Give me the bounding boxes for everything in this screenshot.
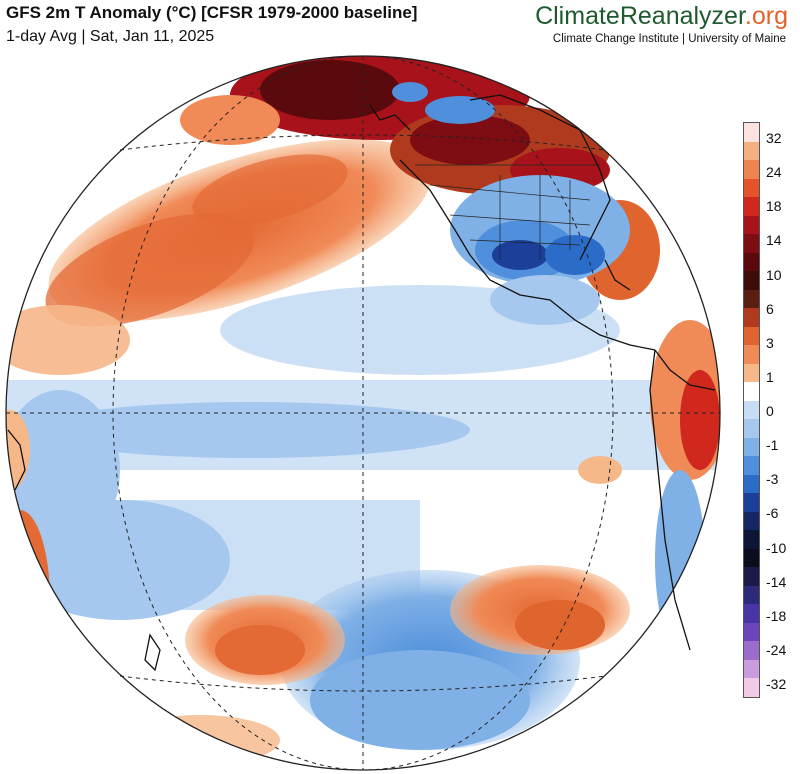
legend-swatch [744, 308, 759, 328]
legend-swatch [744, 252, 759, 272]
brand-name-climate: Climate [535, 2, 620, 30]
legend-swatch [744, 345, 759, 365]
legend-tick-label: 3 [766, 334, 774, 351]
legend-swatch [744, 474, 759, 494]
legend-tick-label: 24 [766, 164, 782, 181]
legend-swatch [744, 659, 759, 679]
temperature-anomaly-globe [5, 55, 721, 771]
legend-swatch [744, 678, 759, 697]
brand-name-org: .org [744, 2, 788, 30]
map-title: GFS 2m T Anomaly (°C) [CFSR 1979-2000 ba… [6, 3, 418, 22]
legend-swatch [744, 160, 759, 180]
legend-swatch [744, 567, 759, 587]
country-borders [415, 164, 600, 260]
legend-swatch [744, 456, 759, 476]
coastlines [7, 94, 716, 672]
legend-swatch [744, 289, 759, 309]
legend-swatch [744, 234, 759, 254]
legend-swatch [744, 178, 759, 198]
legend-swatch [744, 271, 759, 291]
legend-swatch [744, 622, 759, 642]
legend-swatch [744, 215, 759, 235]
legend-swatch [744, 585, 759, 605]
legend-swatch [744, 641, 759, 661]
legend-swatch [744, 437, 759, 457]
legend-swatch [744, 400, 759, 420]
legend-tick-label: 32 [766, 130, 782, 146]
brand-name-reanalyzer: Reanalyzer [619, 2, 745, 30]
legend-swatch [744, 363, 759, 383]
globe-fill [6, 56, 720, 770]
legend-swatch [744, 604, 759, 624]
graticule [6, 56, 720, 770]
legend-tick-label: -6 [766, 505, 779, 522]
legend-swatch [744, 493, 759, 513]
legend-swatch [744, 548, 759, 568]
legend-tick-label: -14 [766, 573, 787, 590]
globe-outline [5, 55, 721, 771]
legend-tick-label: 6 [766, 300, 774, 317]
legend-swatch [744, 419, 759, 439]
legend-swatch [744, 530, 759, 550]
legend-swatch [744, 141, 759, 161]
legend-tick-label: 10 [766, 266, 782, 283]
color-legend [743, 122, 760, 698]
brand-block[interactable]: ClimateReanalyzer.org Climate Change Ins… [535, 2, 788, 45]
legend-tick-label: 0 [766, 403, 774, 419]
legend-tick-label: -24 [766, 641, 787, 658]
legend-swatch [744, 511, 759, 531]
brand-logo[interactable]: ClimateReanalyzer.org [535, 2, 788, 30]
legend-swatch [744, 197, 759, 217]
legend-tick-label: 18 [766, 198, 782, 215]
legend-tick-label: 1 [766, 368, 774, 385]
brand-institution: Climate Change Institute | University of… [552, 33, 786, 45]
legend-tick-label: -32 [766, 676, 787, 692]
legend-tick-label: -3 [766, 471, 779, 488]
legend-swatch [744, 382, 759, 402]
legend-swatch [744, 123, 759, 143]
legend-tick-label: -18 [766, 607, 787, 624]
legend-tick-label: 14 [766, 232, 782, 249]
legend-swatch [744, 326, 759, 346]
legend-tick-label: -1 [766, 437, 779, 454]
legend-tick-label: -10 [766, 539, 787, 556]
map-subtitle: 1-day Avg | Sat, Jan 11, 2025 [6, 28, 215, 45]
